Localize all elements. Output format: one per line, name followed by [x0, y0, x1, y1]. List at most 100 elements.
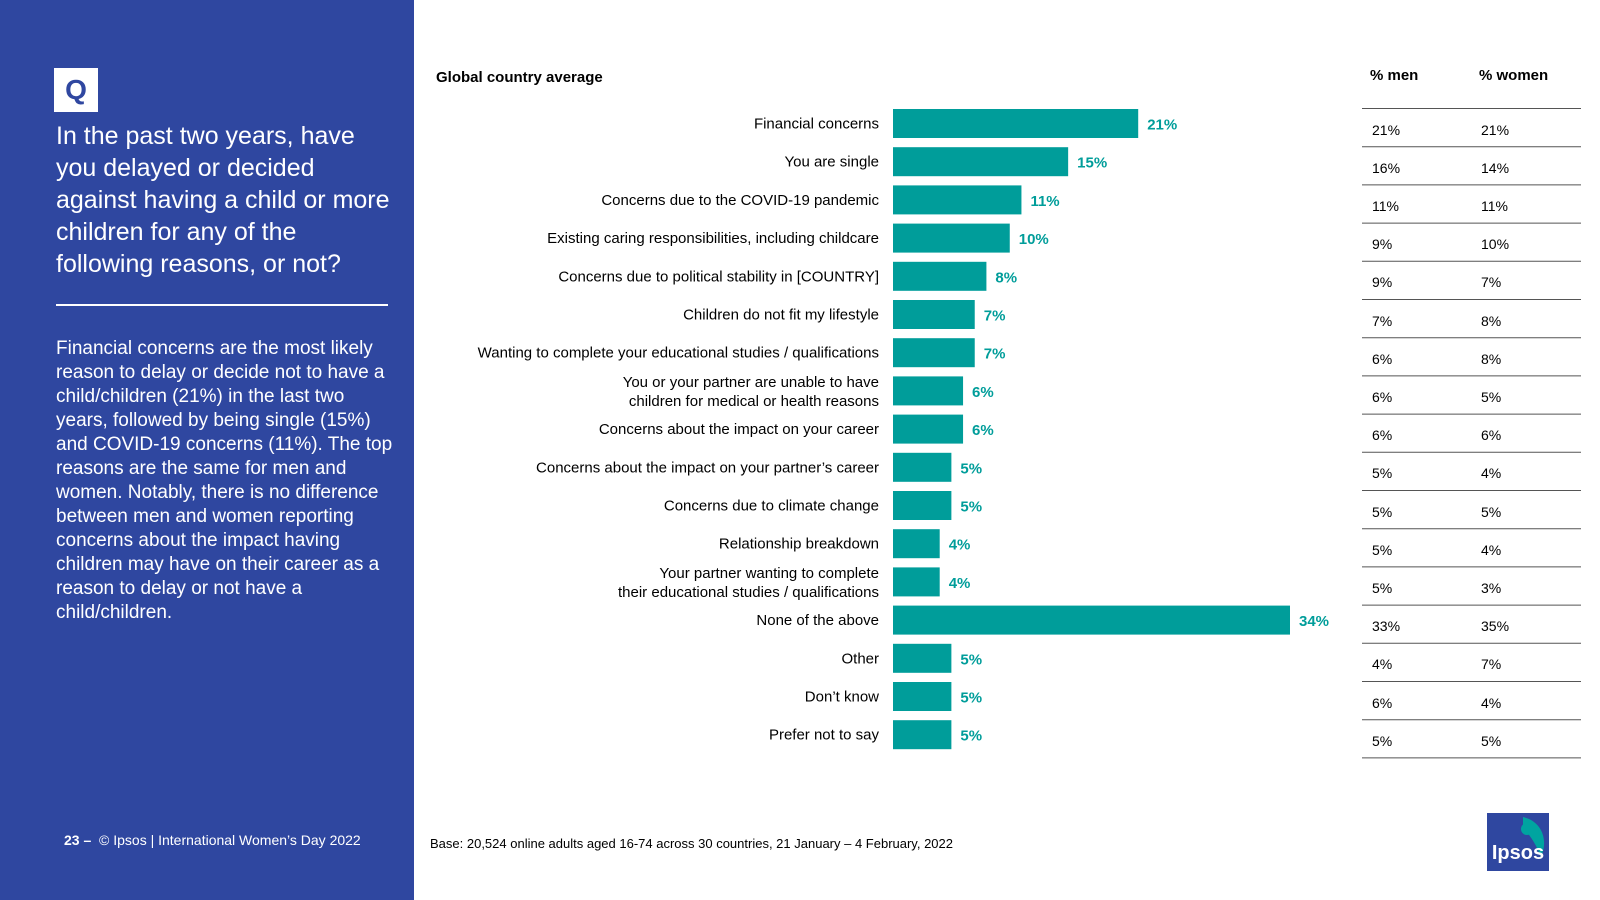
category-label-1: Financial concerns: [754, 116, 879, 133]
value-label-10: 5%: [960, 460, 982, 477]
men-value-10: 5%: [1372, 465, 1393, 482]
value-label-12: 4%: [949, 537, 971, 554]
men-value-9: 6%: [1372, 427, 1393, 444]
category-label-10: Concerns about the impact on your partne…: [536, 459, 879, 476]
value-label-14: 34%: [1299, 613, 1329, 630]
value-label-16: 5%: [960, 690, 982, 707]
value-label-7: 7%: [984, 346, 1006, 363]
men-value-17: 5%: [1372, 732, 1393, 749]
men-value-2: 16%: [1372, 159, 1401, 176]
value-label-4: 10%: [1019, 231, 1049, 248]
bar-13: [893, 567, 940, 597]
bar-8: [893, 376, 964, 406]
men-value-8: 6%: [1372, 389, 1393, 405]
divider: [56, 304, 388, 306]
category-label-13: Your partner wanting to complete their ed…: [618, 565, 879, 601]
category-label-12: Relationship breakdown: [719, 536, 879, 553]
women-value-13: 3%: [1481, 580, 1502, 596]
bar-12: [893, 529, 940, 559]
bar-5: [893, 261, 987, 291]
category-label-14: None of the above: [756, 612, 879, 629]
chart-subtitle: Global country average: [436, 69, 603, 86]
bar-10: [893, 452, 952, 482]
value-label-13: 4%: [949, 575, 971, 592]
value-label-15: 5%: [960, 651, 982, 668]
category-label-2: You are single: [784, 154, 879, 171]
bar-14: [893, 605, 1290, 635]
value-label-8: 6%: [972, 384, 994, 401]
men-value-14: 33%: [1372, 618, 1401, 635]
bar-4: [893, 223, 1010, 253]
bar-1: [893, 109, 1139, 138]
category-label-8: You or your partner are unable to have ch…: [623, 374, 879, 410]
category-label-3: Concerns due to the COVID-19 pandemic: [601, 192, 879, 209]
category-label-9: Concerns about the impact on your career: [599, 421, 879, 438]
women-value-14: 35%: [1481, 618, 1510, 635]
women-column-header: % women: [1479, 67, 1549, 84]
bar-9: [893, 414, 964, 444]
ipsos-logo: Ipsos: [1487, 813, 1549, 871]
men-value-4: 9%: [1372, 236, 1393, 253]
category-label-6: Children do not fit my lifestyle: [683, 307, 879, 324]
footer-credit: 23 – © Ipsos | International Women’s Day…: [64, 832, 361, 848]
men-value-15: 4%: [1372, 656, 1393, 673]
category-label-5: Concerns due to political stability in […: [558, 268, 879, 285]
logo-text: Ipsos: [1491, 842, 1545, 864]
women-value-10: 4%: [1481, 465, 1502, 482]
question-panel: Q In the past two years, have you delaye…: [0, 0, 414, 900]
women-value-4: 10%: [1481, 236, 1510, 253]
men-value-11: 5%: [1372, 503, 1393, 520]
category-label-17: Prefer not to say: [769, 727, 880, 744]
category-label-11: Concerns due to climate change: [664, 498, 879, 515]
question-badge: Q: [54, 68, 98, 112]
category-label-16: Don’t know: [805, 689, 879, 706]
women-value-11: 5%: [1481, 503, 1502, 520]
men-value-16: 6%: [1372, 694, 1393, 711]
summary-text: Financial concerns are the most likely r…: [56, 338, 393, 623]
men-value-13: 5%: [1372, 580, 1393, 596]
women-value-8: 5%: [1481, 389, 1502, 405]
bar-7: [893, 338, 975, 368]
value-label-17: 5%: [960, 728, 982, 745]
women-value-15: 7%: [1481, 656, 1502, 673]
category-label-15: Other: [841, 650, 879, 667]
women-value-12: 4%: [1481, 541, 1502, 558]
bar-6: [893, 300, 975, 329]
women-value-17: 5%: [1481, 732, 1502, 749]
value-label-9: 6%: [972, 422, 994, 439]
value-label-3: 11%: [1030, 193, 1059, 210]
women-value-6: 8%: [1481, 312, 1502, 329]
value-label-11: 5%: [960, 499, 982, 516]
value-label-5: 8%: [995, 269, 1017, 286]
bar-17: [893, 720, 952, 750]
value-label-2: 15%: [1077, 155, 1107, 172]
men-value-12: 5%: [1372, 541, 1393, 558]
base-note: Base: 20,524 online adults aged 16-74 ac…: [430, 836, 953, 851]
bar-11: [893, 491, 952, 520]
category-label-7: Wanting to complete your educational stu…: [478, 345, 879, 362]
women-value-5: 7%: [1481, 274, 1502, 291]
page-number: 23 –: [64, 832, 92, 848]
men-value-3: 11%: [1372, 198, 1399, 214]
men-value-7: 6%: [1372, 350, 1393, 367]
men-value-6: 7%: [1372, 312, 1393, 329]
value-label-6: 7%: [984, 308, 1006, 325]
women-value-16: 4%: [1481, 694, 1502, 711]
women-value-7: 8%: [1481, 350, 1502, 367]
women-value-3: 11%: [1481, 198, 1508, 214]
men-column-header: % men: [1370, 67, 1419, 84]
women-value-9: 6%: [1481, 427, 1502, 444]
bar-16: [893, 682, 952, 711]
bar-2: [893, 147, 1069, 177]
logo-swoosh-icon: [1521, 817, 1545, 857]
copyright: © Ipsos | International Women’s Day 2022: [99, 832, 361, 848]
category-label-4: Existing caring responsibilities, includ…: [547, 230, 879, 247]
question-text: In the past two years, have you delayed …: [56, 122, 390, 278]
women-value-2: 14%: [1481, 159, 1510, 176]
men-value-5: 9%: [1372, 274, 1393, 291]
women-value-1: 21%: [1481, 121, 1510, 138]
men-value-1: 21%: [1372, 121, 1401, 138]
bar-15: [893, 643, 952, 673]
